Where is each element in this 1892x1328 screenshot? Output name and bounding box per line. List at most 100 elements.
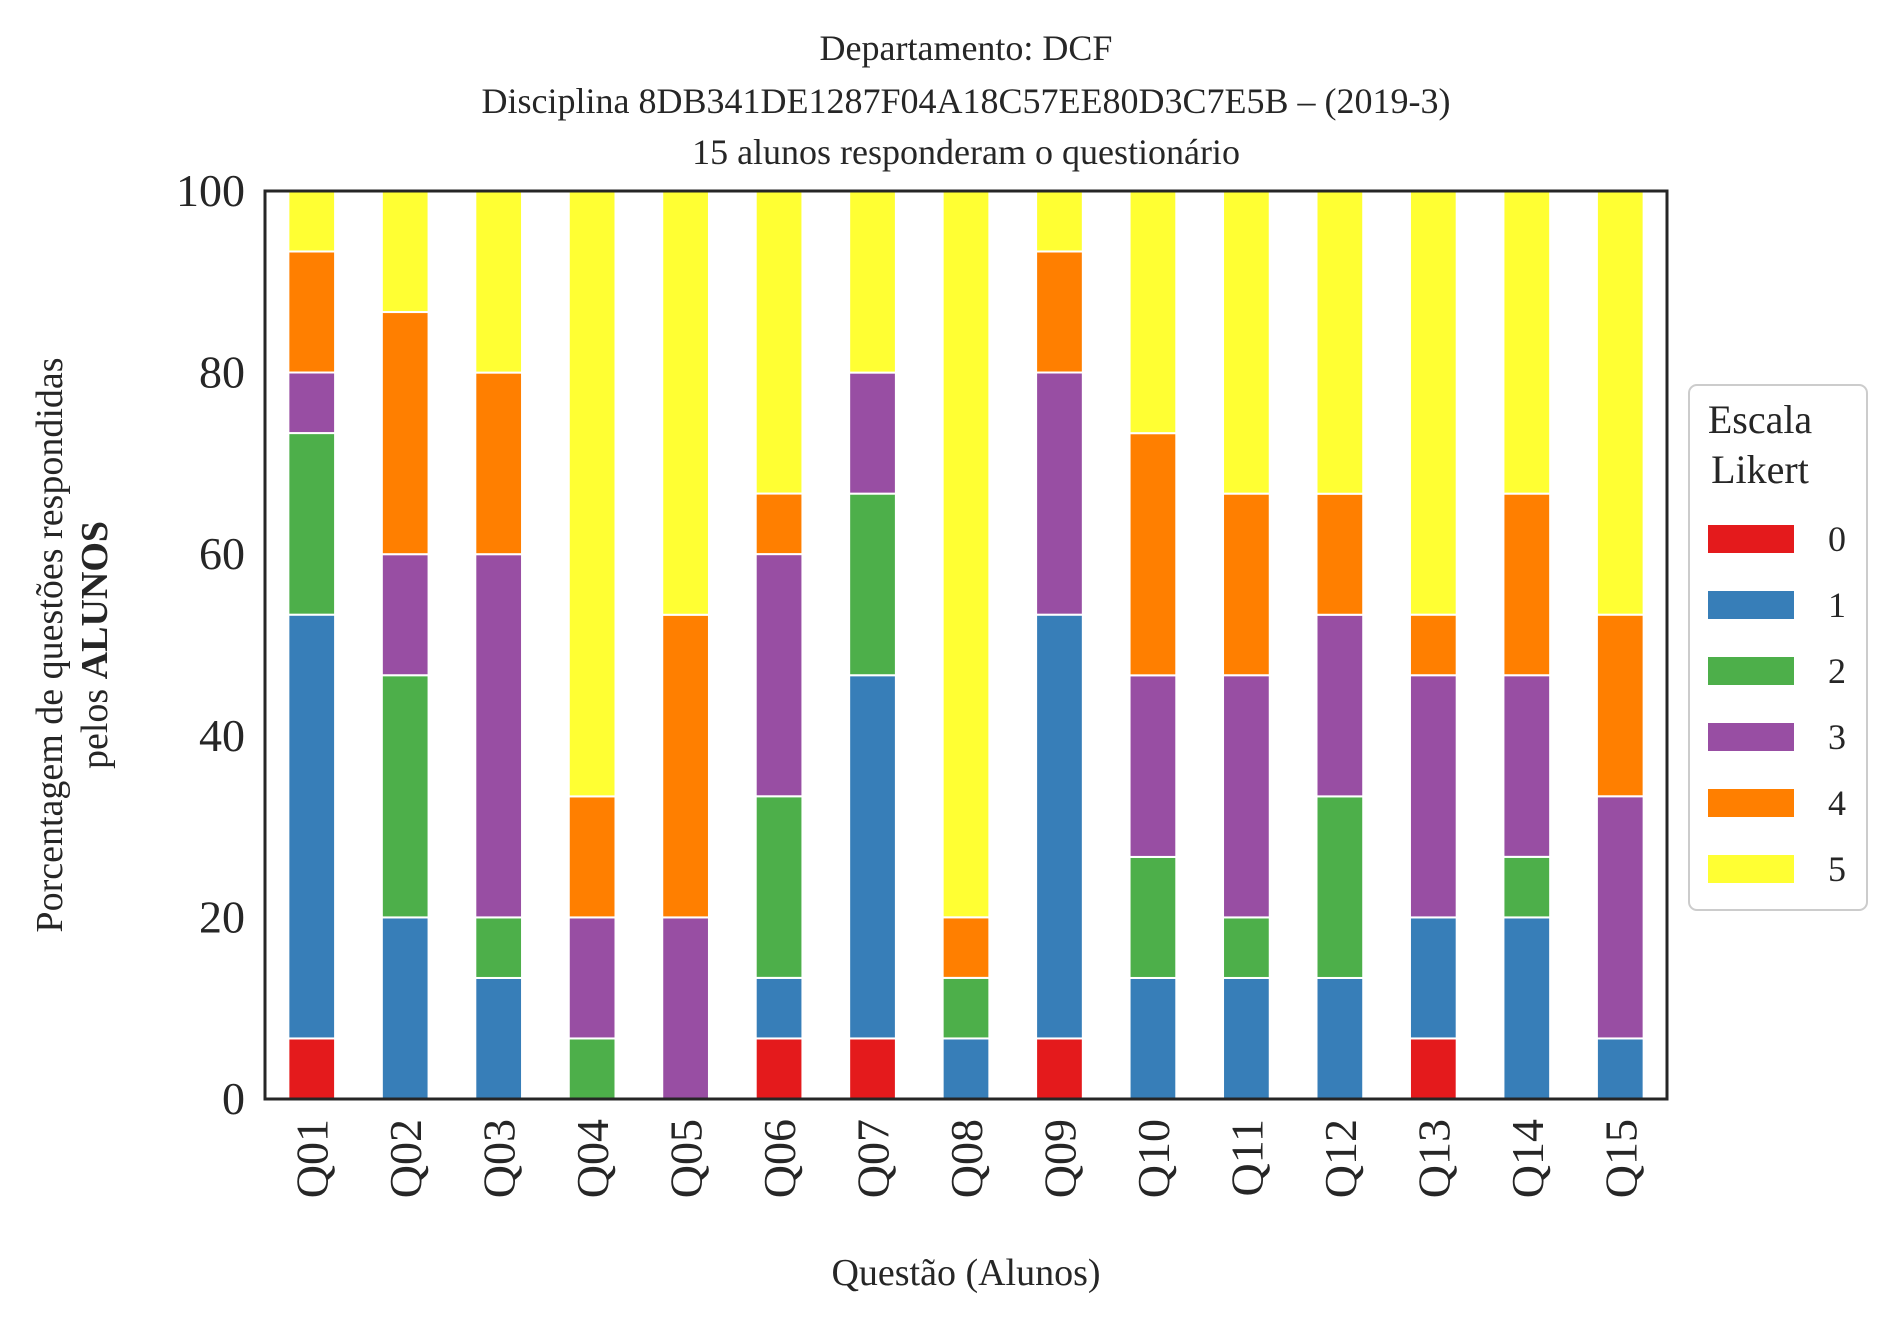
bar-segment-q12-level-5 xyxy=(1315,190,1365,495)
bar-segment-q01-level-5 xyxy=(287,189,337,253)
legend-swatch-3 xyxy=(1708,723,1794,751)
legend-swatch-2 xyxy=(1708,657,1794,685)
legend-label-5: 5 xyxy=(1828,849,1846,889)
bar-segment-q11-level-3 xyxy=(1222,674,1271,919)
legend-label-1: 1 xyxy=(1828,585,1846,625)
y-axis-label-line-2: pelos ALUNOS xyxy=(74,521,116,769)
legend-swatch-0 xyxy=(1708,525,1794,553)
bar-segment-q04-level-3 xyxy=(567,916,617,1040)
bar-segment-q09-level-3 xyxy=(1035,371,1084,616)
bar-segment-q08-level-2 xyxy=(941,976,991,1040)
bar-segment-q06-level-1 xyxy=(754,976,804,1040)
chart-title-line-3: 15 alunos responderam o questionário xyxy=(692,132,1240,172)
bar-segment-q11-level-5 xyxy=(1222,190,1271,495)
bar-segment-q14-level-4 xyxy=(1502,492,1552,677)
legend-label-2: 2 xyxy=(1828,651,1846,691)
bar-segment-q13-level-4 xyxy=(1408,613,1458,677)
bar-segment-q03-level-3 xyxy=(474,553,524,919)
bar-segment-q03-level-1 xyxy=(474,976,524,1101)
bar-segment-q04-level-2 xyxy=(567,1037,617,1100)
y-tick-label: 100 xyxy=(176,165,245,216)
bar-segment-q06-level-3 xyxy=(754,553,804,798)
x-tick-label: Q02 xyxy=(380,1119,431,1198)
bar-segment-q11-level-2 xyxy=(1222,916,1271,979)
bar-segment-q10-level-3 xyxy=(1128,674,1178,858)
bar-segment-q10-level-4 xyxy=(1128,432,1178,677)
bar-segment-q04-level-4 xyxy=(567,795,617,919)
chart-title-line-2: Disciplina 8DB341DE1287F04A18C57EE80D3C7… xyxy=(482,81,1451,121)
x-tick-label: Q13 xyxy=(1408,1119,1459,1198)
bar-segment-q13-level-5 xyxy=(1408,189,1458,616)
x-tick-label: Q15 xyxy=(1595,1119,1646,1198)
bar-segment-q06-level-2 xyxy=(754,795,804,979)
bar-segment-q10-level-1 xyxy=(1128,976,1178,1101)
bar-segment-q05-level-3 xyxy=(661,916,710,1101)
bar-segment-q08-level-5 xyxy=(941,189,991,919)
bar-segment-q02-level-5 xyxy=(380,190,430,314)
bar-segment-q01-level-4 xyxy=(287,250,337,374)
legend: Escala Likert 0 1 2 3 4 5 xyxy=(1688,384,1868,911)
bar-segment-q01-level-0 xyxy=(287,1037,337,1100)
bar-segment-q15-level-5 xyxy=(1595,189,1645,616)
bar-segment-q12-level-4 xyxy=(1315,492,1365,616)
y-tick-label: 20 xyxy=(199,891,245,942)
bar-segment-q15-level-1 xyxy=(1595,1037,1645,1100)
x-tick-label: Q12 xyxy=(1315,1119,1366,1198)
y-tick-label: 40 xyxy=(199,710,245,761)
bar-segment-q05-level-4 xyxy=(661,613,710,919)
y-tick-label: 0 xyxy=(222,1073,245,1124)
x-tick-label: Q10 xyxy=(1128,1119,1179,1198)
bar-segment-q07-level-3 xyxy=(848,371,897,495)
bars-group xyxy=(287,189,1645,1101)
bar-segment-q10-level-5 xyxy=(1128,190,1178,435)
bar-segment-q14-level-1 xyxy=(1502,916,1552,1101)
legend-swatch-5 xyxy=(1708,855,1794,883)
bar-segment-q07-level-5 xyxy=(848,190,897,374)
x-tick-label: Q08 xyxy=(941,1119,992,1198)
bar-segment-q06-level-5 xyxy=(754,189,804,495)
bar-segment-q02-level-3 xyxy=(380,553,430,677)
bar-segment-q11-level-1 xyxy=(1222,976,1271,1101)
bar-segment-q08-level-1 xyxy=(941,1037,991,1100)
bar-segment-q10-level-2 xyxy=(1128,855,1178,979)
bar-segment-q03-level-4 xyxy=(474,371,524,556)
y-tick-label: 60 xyxy=(199,528,245,579)
bar-segment-q02-level-1 xyxy=(380,916,430,1101)
y-axis-label-prefix: pelos xyxy=(74,679,116,769)
bar-segment-q05-level-5 xyxy=(661,190,710,616)
plot-area-frame xyxy=(263,189,1669,1101)
bar-segment-q02-level-4 xyxy=(380,311,430,556)
x-tick-label: Q01 xyxy=(287,1119,338,1198)
x-axis: Q01 Q02 Q03 Q04 Q05 Q06 Q07 Q08 Q09 Q10 Q11 Q12 Q13 Q… xyxy=(287,1119,1647,1198)
legend-label-4: 4 xyxy=(1828,783,1846,823)
x-tick-label: Q07 xyxy=(848,1119,899,1198)
x-tick-label: Q05 xyxy=(661,1119,712,1198)
x-tick-label: Q09 xyxy=(1034,1119,1085,1198)
bar-segment-q15-level-4 xyxy=(1595,613,1645,798)
legend-swatch-4 xyxy=(1708,789,1794,817)
bar-segment-q04-level-5 xyxy=(567,190,617,798)
legend-swatch-1 xyxy=(1708,591,1794,619)
bar-segment-q01-level-3 xyxy=(287,371,337,435)
bar-segment-q03-level-5 xyxy=(474,190,524,374)
bar-segment-q14-level-5 xyxy=(1502,190,1552,495)
y-axis-label-bold: ALUNOS xyxy=(74,521,116,679)
bar-segment-q01-level-2 xyxy=(287,432,337,616)
legend-title-line-1: Escala xyxy=(1708,397,1813,442)
y-tick-label: 80 xyxy=(199,347,245,398)
bar-segment-q07-level-0 xyxy=(848,1037,897,1100)
x-tick-label: Q04 xyxy=(567,1119,618,1198)
bar-segment-q13-level-1 xyxy=(1408,916,1458,1040)
bar-segment-q13-level-3 xyxy=(1408,674,1458,919)
bar-segment-q09-level-4 xyxy=(1035,250,1084,374)
bar-segment-q09-level-5 xyxy=(1035,189,1084,253)
y-axis-label-line-1: Porcentagem de questões respondidas xyxy=(29,357,71,932)
bar-segment-q03-level-2 xyxy=(474,916,524,979)
x-tick-label: Q11 xyxy=(1221,1119,1272,1197)
legend-label-3: 3 xyxy=(1828,717,1846,757)
x-tick-label: Q14 xyxy=(1502,1119,1553,1198)
bar-segment-q01-level-1 xyxy=(287,613,337,1040)
x-axis-label: Questão (Alunos) xyxy=(831,1252,1100,1294)
